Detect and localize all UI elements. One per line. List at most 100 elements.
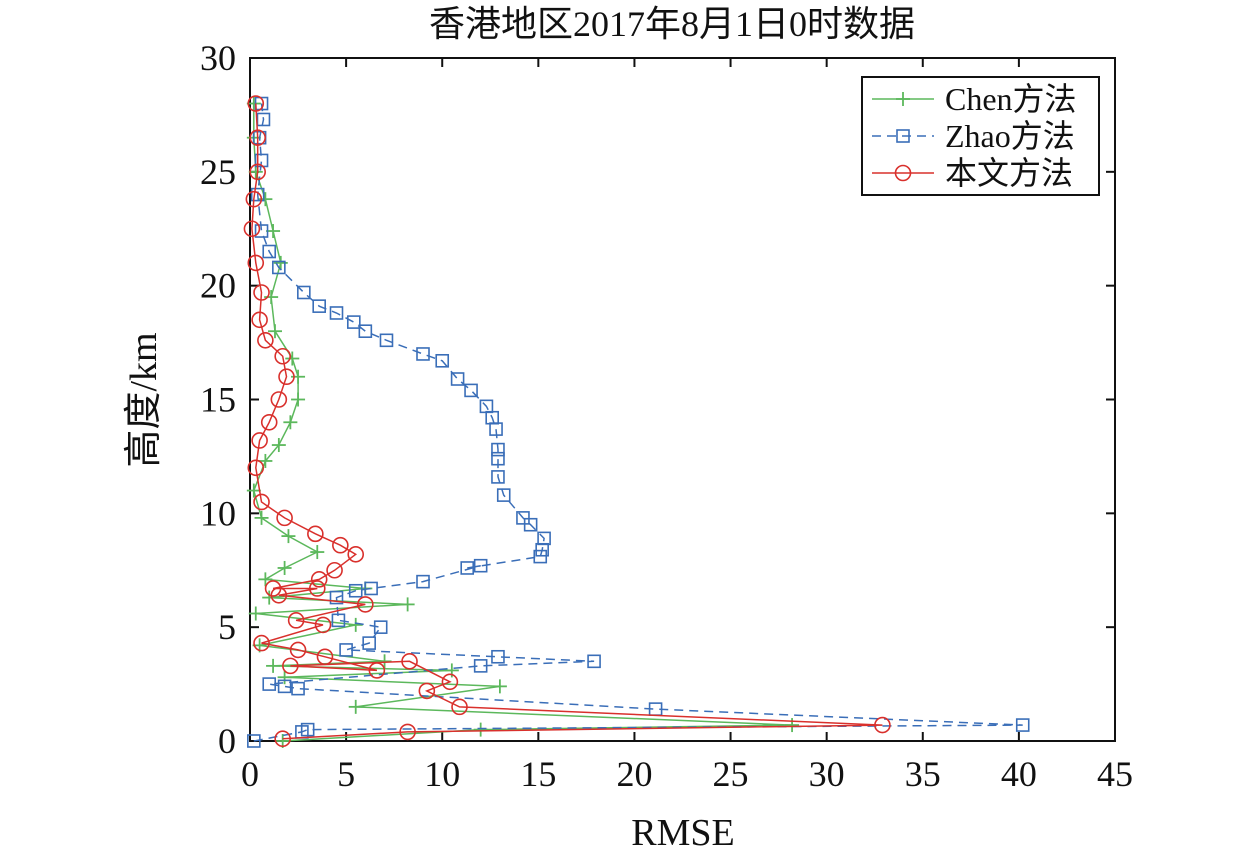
data-point-proposed	[274, 730, 291, 748]
data-point-zhao	[297, 285, 311, 300]
series-proposed	[243, 95, 891, 748]
data-point-zhao	[358, 324, 373, 339]
y-tick-label: 25	[200, 152, 236, 192]
data-point-chen	[283, 415, 298, 430]
data-point-proposed	[357, 596, 374, 613]
series-line-proposed	[251, 103, 883, 740]
data-point-chen	[258, 453, 273, 468]
legend-label-proposed: 本文方法	[945, 155, 1073, 191]
x-tick-label: 30	[809, 754, 845, 794]
data-point-proposed	[287, 612, 305, 629]
data-point-zhao	[291, 681, 305, 696]
legend-marker-proposed	[894, 164, 912, 182]
data-point-chen	[264, 290, 279, 305]
data-point-zhao	[262, 677, 277, 691]
data-point-zhao	[479, 399, 494, 414]
data-point-chen	[285, 351, 300, 366]
data-point-proposed	[249, 129, 266, 146]
data-point-chen	[291, 392, 306, 407]
data-point-zhao	[435, 353, 450, 368]
data-point-proposed	[274, 347, 291, 365]
x-tick-label: 40	[1001, 754, 1037, 794]
data-point-zhao	[491, 451, 505, 466]
data-point-proposed	[245, 190, 263, 208]
data-point-zhao	[362, 636, 376, 650]
data-point-zhao	[348, 583, 363, 598]
data-point-zhao	[416, 347, 430, 361]
data-point-proposed	[247, 254, 265, 272]
data-point-proposed	[260, 413, 278, 431]
data-point-proposed	[253, 493, 270, 511]
data-point-zhao	[312, 299, 327, 313]
data-point-proposed	[282, 657, 299, 675]
data-point-proposed	[332, 536, 349, 554]
data-point-proposed	[253, 634, 270, 652]
data-point-zhao	[272, 260, 286, 275]
data-point-zhao	[250, 187, 265, 202]
y-tick-label: 10	[200, 493, 236, 533]
data-point-zhao	[300, 722, 315, 737]
data-point-zhao	[473, 659, 488, 673]
data-point-zhao	[262, 244, 277, 259]
data-point-zhao	[496, 488, 511, 502]
data-point-proposed	[270, 391, 288, 408]
data-point-chen	[277, 670, 292, 685]
data-point-proposed	[278, 368, 295, 386]
data-point-zhao	[473, 558, 488, 573]
data-point-zhao	[537, 531, 551, 546]
data-point-proposed	[289, 641, 307, 659]
data-point-zhao	[523, 517, 538, 532]
data-point-zhao	[450, 372, 465, 386]
data-point-zhao	[379, 333, 394, 348]
series-zhao	[247, 96, 1030, 748]
x-tick-label: 20	[616, 754, 652, 794]
data-point-proposed	[326, 561, 343, 579]
data-point-zhao	[1015, 718, 1030, 732]
data-point-chen	[348, 699, 363, 714]
data-point-chen	[310, 545, 325, 560]
data-point-chen	[473, 722, 488, 737]
y-tick-label: 20	[200, 266, 236, 306]
data-point-chen	[246, 96, 261, 111]
data-point-chen	[266, 658, 281, 673]
data-point-chen	[277, 560, 292, 575]
x-tick-label: 15	[520, 754, 556, 794]
data-point-proposed	[418, 682, 436, 700]
data-point-zhao	[331, 613, 346, 628]
data-point-chen	[785, 718, 800, 733]
data-point-zhao	[533, 549, 548, 564]
data-point-proposed	[253, 284, 270, 301]
data-point-proposed	[308, 580, 326, 597]
data-point-proposed	[314, 616, 332, 634]
data-point-proposed	[247, 459, 265, 477]
data-point-proposed	[451, 698, 468, 716]
data-point-zhao	[373, 620, 388, 634]
chart-title: 香港地区2017年8月1日0时数据	[429, 4, 915, 44]
data-point-chen	[258, 572, 273, 587]
data-point-proposed	[399, 723, 416, 741]
legend-label-chen: Chen方法	[945, 81, 1077, 117]
data-point-proposed	[276, 509, 293, 527]
data-point-chen	[254, 510, 269, 525]
series-line-chen	[253, 103, 793, 742]
data-point-chen	[246, 483, 261, 498]
data-point-chen	[281, 529, 296, 544]
data-point-zhao	[254, 224, 269, 238]
data-point-zhao	[491, 442, 505, 457]
data-point-proposed	[310, 571, 328, 588]
data-point-chen	[400, 597, 415, 612]
data-point-zhao	[460, 561, 475, 575]
series-line-zhao	[253, 103, 1023, 742]
x-axis: 0 5 10 15 20 25 30 35 40 45	[241, 58, 1133, 794]
data-point-chen	[271, 438, 286, 453]
data-point-zhao	[587, 654, 601, 669]
data-point-zhao	[247, 734, 261, 748]
legend-label-zhao: Zhao方法	[945, 118, 1075, 154]
data-point-chen	[262, 590, 277, 605]
data-point-chen	[267, 324, 282, 339]
data-point-proposed	[247, 95, 265, 112]
data-point-chen	[377, 654, 392, 669]
data-point-zhao	[339, 643, 353, 657]
